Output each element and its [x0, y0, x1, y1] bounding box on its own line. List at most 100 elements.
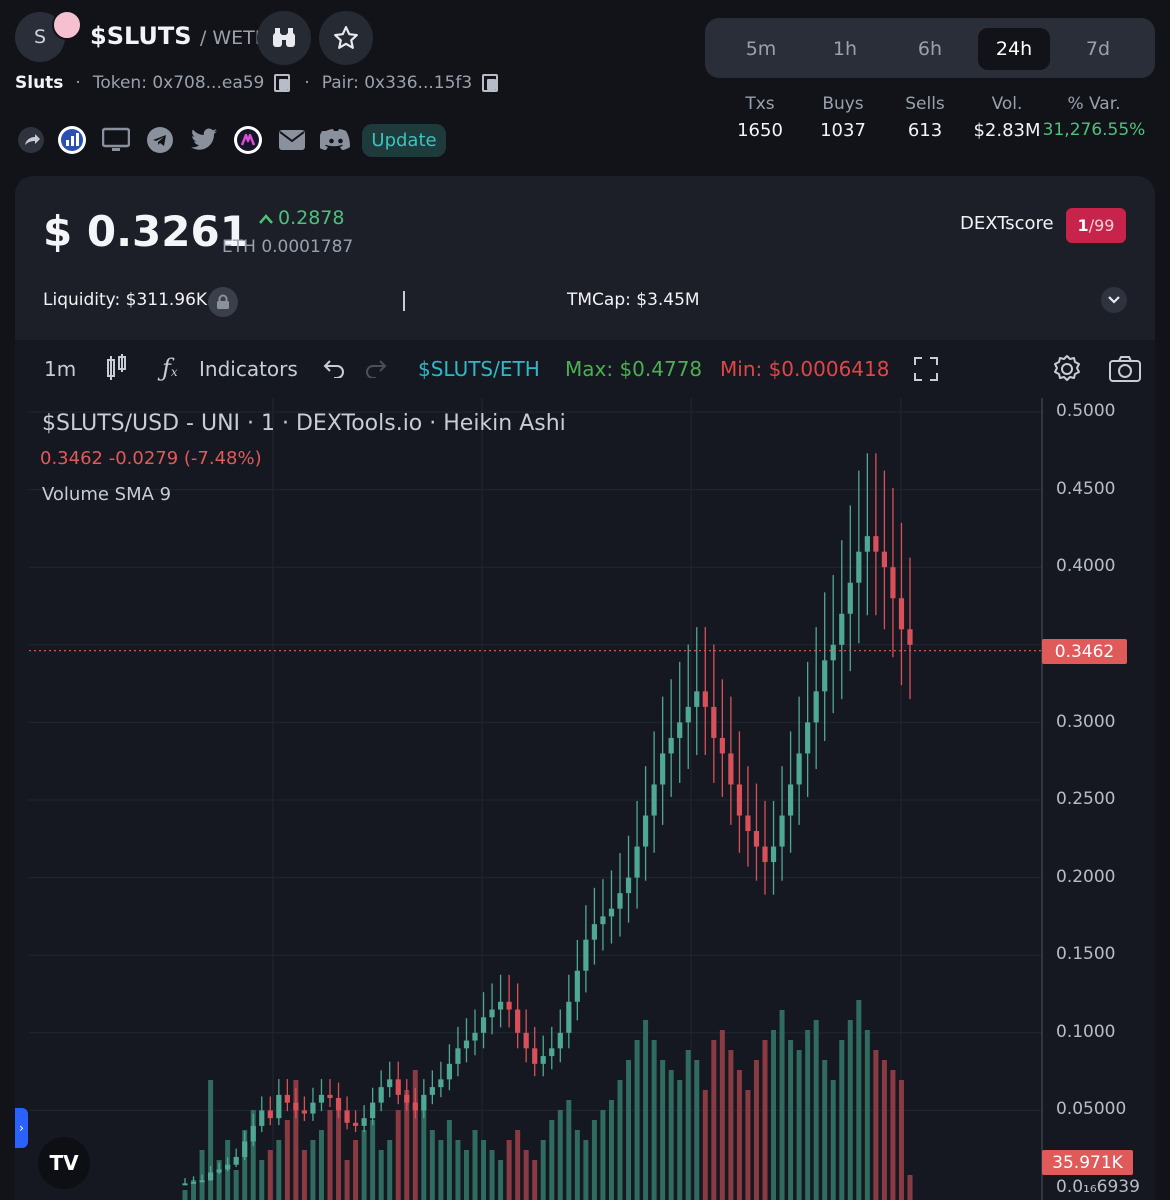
side-panel-toggle[interactable]: ›	[15, 1108, 28, 1148]
price-card	[15, 176, 1155, 340]
volume-bar	[336, 1100, 342, 1200]
volume-bar	[472, 1130, 478, 1200]
update-button[interactable]: Update	[362, 124, 446, 157]
indicators-button[interactable]: Indicators	[199, 357, 298, 381]
volume-bar	[540, 1140, 546, 1200]
y-tick-0.3: 0.3000	[1056, 712, 1116, 732]
volume-bar	[771, 1030, 777, 1200]
last-price-tag: 0.3462	[1042, 639, 1127, 664]
y-tick-0.15: 0.1500	[1056, 944, 1116, 964]
liquidity: Liquidity: $311.96K	[43, 290, 208, 310]
candle-body	[762, 846, 768, 863]
timeframe-1h[interactable]: 1h	[832, 38, 858, 60]
camera-icon[interactable]	[1108, 355, 1142, 387]
candle-body	[472, 1032, 478, 1041]
coinmarketcap-icon[interactable]	[232, 124, 264, 156]
candle-body	[574, 970, 580, 1002]
candle-body	[907, 629, 913, 645]
interval-button[interactable]: 1m	[44, 357, 77, 381]
y-tick-min: 0.0₁₆6939	[1056, 1177, 1140, 1197]
volume-bar	[702, 1090, 708, 1200]
candle-body	[890, 567, 896, 599]
candle-body	[378, 1087, 384, 1103]
settings-icon[interactable]	[1052, 354, 1082, 388]
candle-body	[267, 1110, 273, 1119]
stat-volume: Vol. $2.83M	[973, 94, 1041, 141]
volume-bar	[566, 1100, 572, 1200]
candle-body	[395, 1079, 401, 1095]
volume-bar	[788, 1040, 794, 1200]
tradingview-logo[interactable]: TV	[38, 1137, 90, 1189]
candle-body	[515, 1009, 521, 1033]
timeframe-7d[interactable]: 7d	[1085, 38, 1111, 60]
candle-body	[540, 1056, 546, 1064]
timeframe-24h[interactable]: 24h	[978, 28, 1050, 70]
fullscreen-icon[interactable]	[913, 356, 939, 386]
volume-bar	[557, 1110, 563, 1200]
candle-body	[625, 877, 632, 894]
volume-bar	[694, 1060, 700, 1200]
candle-body	[412, 1102, 418, 1111]
undo-icon[interactable]	[322, 358, 346, 382]
candle-icon[interactable]	[105, 354, 129, 386]
share-icon[interactable]	[15, 124, 47, 156]
candle-body	[344, 1110, 350, 1123]
volume-bar	[370, 1120, 376, 1200]
price-chart[interactable]	[15, 398, 1155, 1200]
volume-bar	[318, 1130, 324, 1200]
binoculars-button[interactable]	[257, 11, 311, 65]
volume-bar	[728, 1050, 734, 1200]
pair-address[interactable]: Pair: 0x336...15f3	[321, 73, 473, 93]
candle-body	[370, 1102, 376, 1119]
discord-icon[interactable]	[320, 124, 352, 156]
dextscore-badge[interactable]: 1/99	[1066, 208, 1126, 243]
volume-bar	[805, 1030, 811, 1200]
copy-pair-icon[interactable]	[482, 74, 499, 92]
candle-body	[677, 722, 683, 738]
copy-token-icon[interactable]	[274, 74, 291, 92]
volume-bar	[719, 1030, 725, 1200]
timeframe-5m[interactable]: 5m	[745, 38, 777, 60]
max-price-label: Max: $0.4778	[565, 357, 703, 381]
fx-icon[interactable]: ƒx	[162, 354, 178, 382]
volume-bar	[489, 1150, 495, 1200]
favorite-button[interactable]	[319, 11, 373, 65]
current-price: $ 0.3261	[43, 207, 249, 256]
volume-bar	[387, 1140, 393, 1200]
token-address[interactable]: Token: 0x708...ea59	[92, 73, 265, 93]
arrow-up-icon	[259, 213, 273, 224]
chart-icon[interactable]	[56, 124, 88, 156]
volume-bar	[779, 1010, 785, 1200]
telegram-icon[interactable]	[144, 124, 176, 156]
twitter-icon[interactable]	[188, 124, 220, 156]
desktop-icon[interactable]	[100, 124, 132, 156]
candle-body	[225, 1164, 231, 1170]
candle-body	[182, 1183, 188, 1186]
candle-body	[770, 846, 777, 863]
chart-pair-label: $SLUTS/ETH	[418, 357, 540, 381]
stat-buys: Buys 1037	[820, 94, 866, 141]
candle-body	[668, 737, 674, 754]
volume-bar	[660, 1060, 666, 1200]
expand-button[interactable]	[1101, 287, 1127, 313]
lock-icon[interactable]	[208, 287, 238, 317]
redo-icon[interactable]	[364, 358, 388, 382]
token-name: Sluts	[15, 73, 64, 93]
timeframe-6h[interactable]: 6h	[917, 38, 943, 60]
chart-area[interactable]	[15, 398, 1155, 1200]
candle-body	[446, 1063, 453, 1080]
volume-bar	[267, 1150, 273, 1200]
candle-body	[404, 1094, 410, 1103]
timeframe-selector	[705, 18, 1155, 78]
volume-bar	[822, 1060, 828, 1200]
volume-bar	[182, 1190, 188, 1200]
volume-bar	[395, 1110, 401, 1200]
binoculars-icon	[273, 28, 295, 47]
candle-body	[242, 1141, 248, 1157]
volume-bar	[839, 1040, 845, 1200]
candle-body	[864, 536, 870, 552]
candle-body	[190, 1181, 197, 1184]
candle-body	[728, 753, 734, 785]
quote-symbol: / WETH	[199, 27, 270, 49]
mail-icon[interactable]	[276, 124, 308, 156]
